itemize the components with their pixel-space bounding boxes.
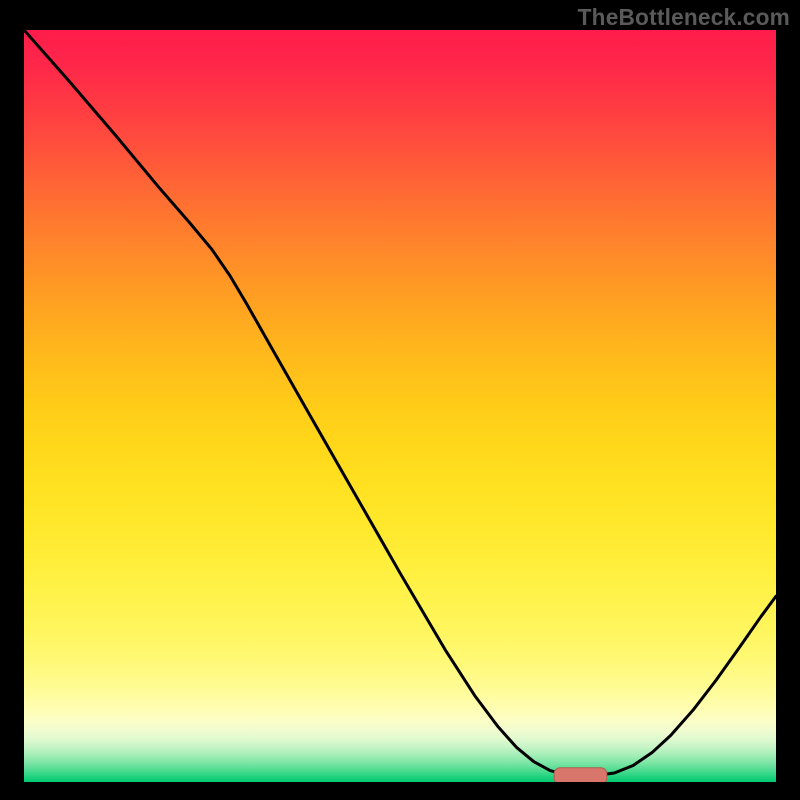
watermark-text: TheBottleneck.com bbox=[578, 4, 790, 31]
figure-root: TheBottleneck.com bbox=[0, 0, 800, 800]
chart-background bbox=[24, 30, 776, 782]
optimal-range-marker bbox=[554, 768, 607, 782]
bottleneck-curve-chart bbox=[24, 30, 776, 782]
chart-svg bbox=[24, 30, 776, 782]
